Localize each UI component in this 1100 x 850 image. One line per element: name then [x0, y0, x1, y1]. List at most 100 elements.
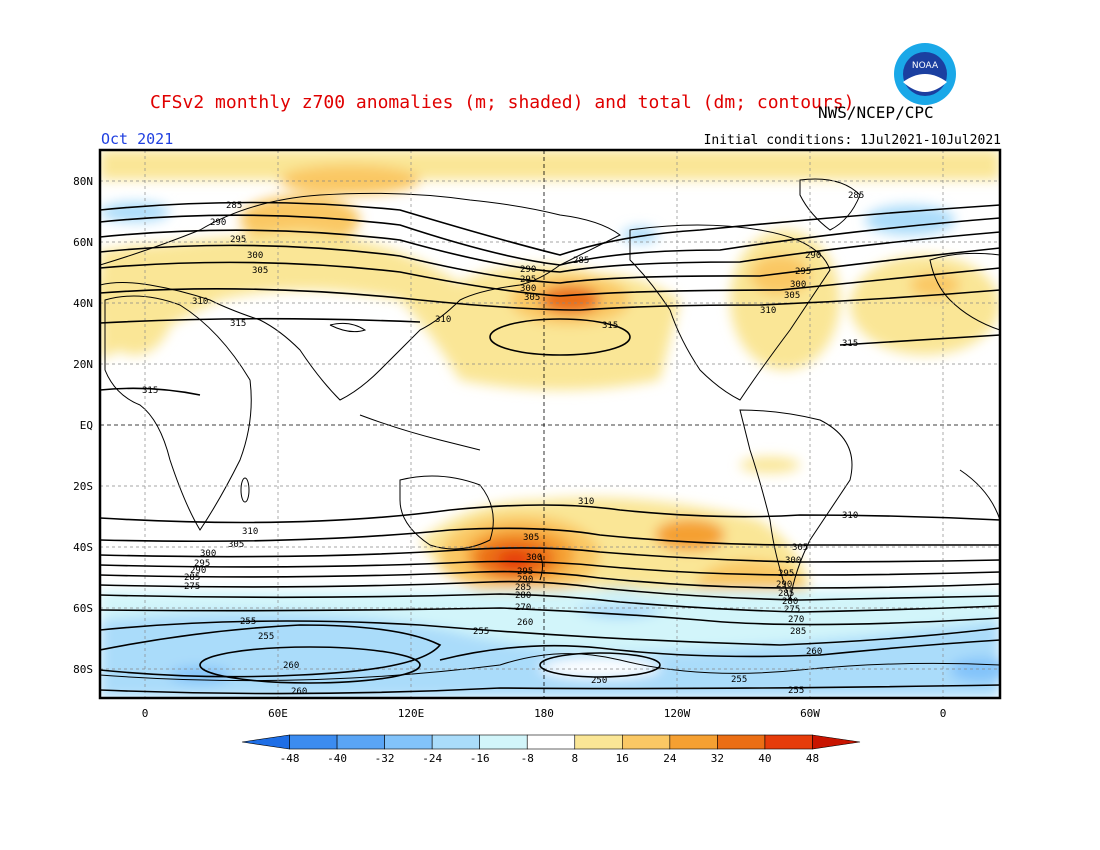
lat-label: 60S	[73, 602, 93, 615]
colorbar-tick-label: -32	[375, 752, 395, 765]
agency-label: NWS/NCEP/CPC	[818, 103, 934, 122]
colorbar-swatches	[241, 734, 861, 750]
contour-label: 250	[591, 676, 607, 686]
contour-label: 285	[573, 256, 589, 266]
contour-label: 295	[778, 569, 794, 579]
noaa-logo: NOAA	[894, 43, 956, 105]
lat-label: 40N	[73, 297, 93, 310]
contour-labels: 285 290 295 300 305 310 315 315 310 315 …	[142, 191, 864, 697]
lat-label: 80N	[73, 175, 93, 188]
lon-axis-labels: 0 60E 120E 180 120W 60W 0	[142, 707, 947, 720]
colorbar-swatch	[336, 734, 385, 750]
map-title: CFSv2 monthly z700 anomalies (m; shaded)…	[150, 92, 855, 113]
forecast-month: Oct 2021	[101, 130, 174, 148]
colorbar-swatch	[622, 734, 671, 750]
contour-label: 315	[142, 386, 158, 396]
contour-label: 280	[515, 591, 531, 601]
contour-label: 260	[806, 647, 822, 657]
contour-label: 315	[230, 319, 246, 329]
colorbar-tick-label: 16	[616, 752, 629, 765]
colorbar-swatch	[384, 734, 433, 750]
lon-label: 180	[534, 707, 554, 720]
contour-label: 260	[517, 618, 533, 628]
contour-label: 310	[578, 497, 594, 507]
contour-label: 275	[184, 582, 200, 592]
contour-label: 295	[795, 267, 811, 277]
lat-axis-labels: 80N 60N 40N 20N EQ 20S 40S 60S 80S	[73, 175, 93, 676]
colorbar-swatch	[526, 734, 576, 750]
contour-label: 260	[283, 661, 299, 671]
colorbar-tick-label: 40	[758, 752, 771, 765]
contour-label: 290	[210, 218, 226, 228]
colorbar-swatch	[669, 734, 718, 750]
colorbar-tick-label: 8	[571, 752, 578, 765]
map-area: 285 290 295 300 305 310 315 315 310 315 …	[100, 150, 1000, 698]
lon-label: 120E	[398, 707, 425, 720]
contour-label: 305	[792, 543, 808, 553]
contour-label: 300	[200, 549, 216, 559]
contour-label: 300	[526, 553, 542, 563]
contour-label: 305	[784, 291, 800, 301]
contour-label: 295	[194, 559, 210, 569]
contour-label: 295	[517, 567, 533, 577]
colorbar-swatch	[574, 734, 623, 750]
contour-label: 295	[230, 235, 246, 245]
contour-label: 285	[848, 191, 864, 201]
colorbar-tick-label: 48	[806, 752, 819, 765]
lat-label: 20S	[73, 480, 93, 493]
contour-label: 255	[240, 617, 256, 627]
lon-label: 120W	[664, 707, 691, 720]
contour-label: 315	[602, 321, 618, 331]
contour-label: 290	[776, 580, 792, 590]
contour-label: 270	[515, 603, 531, 613]
colorbar-swatch	[289, 734, 338, 750]
contour-label: 310	[760, 306, 776, 316]
contour-label: 295	[520, 275, 536, 285]
lat-label: EQ	[80, 419, 93, 432]
logo-text: NOAA	[912, 61, 939, 71]
initial-conditions: Initial conditions: 1Jul2021-10Jul2021	[703, 133, 1001, 148]
contour-label: 285	[515, 583, 531, 593]
colorbar-swatch	[241, 734, 290, 750]
contour-label: 310	[192, 297, 208, 307]
colorbar-tick-label: -48	[280, 752, 300, 765]
colorbar-ticks: -48 -40 -32 -24 -16 -8 8 16 24 32 40 48	[280, 752, 819, 765]
colorbar-tick-label: -40	[327, 752, 347, 765]
coastlines	[100, 178, 1000, 682]
colorbar-swatch	[812, 734, 861, 750]
contour-label: 290	[805, 251, 821, 261]
equator-dateline	[100, 150, 1000, 698]
colorbar-tick-label: 32	[711, 752, 724, 765]
contour-label: 255	[731, 675, 747, 685]
contour-label: 285	[184, 573, 200, 583]
lon-label: 0	[142, 707, 149, 720]
contour-label: 290	[190, 566, 206, 576]
colorbar-swatch	[479, 734, 528, 750]
contour-label: 275	[784, 605, 800, 615]
contour-label: 285	[778, 589, 794, 599]
lon-label: 60E	[268, 707, 288, 720]
contour-label: 310	[435, 315, 451, 325]
contour-label: 270	[788, 615, 804, 625]
contour-label: 290	[520, 265, 536, 275]
colorbar-tick-label: -8	[521, 752, 534, 765]
contour-label: 285	[226, 201, 242, 211]
contour-label: 315	[842, 339, 858, 349]
lat-label: 80S	[73, 663, 93, 676]
map-frame	[98, 148, 1002, 700]
colorbar-swatch	[764, 734, 813, 750]
contour-label: 255	[258, 632, 274, 642]
contour-label: 260	[291, 687, 307, 697]
contour-label: 280	[782, 597, 798, 607]
contour-label: 300	[247, 251, 263, 261]
colorbar-swatch	[431, 734, 480, 750]
colorbar-tick-label: 24	[663, 752, 677, 765]
colorbar-swatch	[717, 734, 766, 750]
contour-label: 300	[785, 556, 801, 566]
height-contours	[100, 201, 1000, 695]
contour-label: 285	[790, 627, 806, 637]
contour-label: 305	[228, 540, 244, 550]
contour-label: 300	[520, 284, 536, 294]
lat-label: 20N	[73, 358, 93, 371]
